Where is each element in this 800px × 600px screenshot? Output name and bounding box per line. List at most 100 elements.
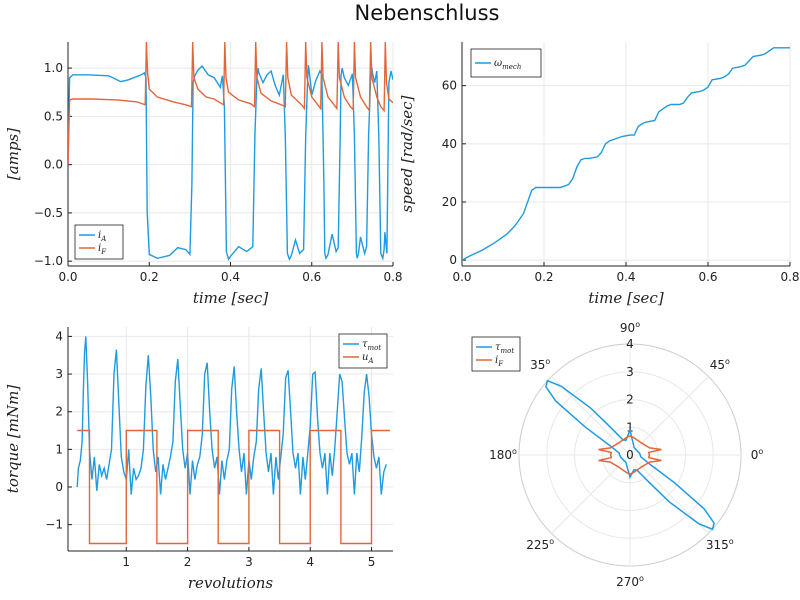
angle-label: 315o (706, 537, 734, 552)
angle-label-degree: o (729, 537, 734, 546)
angle-label-degree: o (758, 447, 763, 456)
y-tick-label: 0 (449, 253, 457, 267)
legend-label-sub: A (100, 235, 106, 243)
radial-tick-label: 2 (626, 393, 634, 407)
angle-label-value: 45 (710, 358, 725, 372)
legend-label-sub: F (497, 360, 504, 368)
x-tick-label: 0.8 (780, 270, 799, 284)
x-axis-label: time [sec] (588, 289, 664, 307)
panel-2: 0.0 0.2 0.4 0.6 0.8 0 20 40 60 time [sec] speed [r… (398, 42, 800, 307)
series-line-if (68, 41, 393, 165)
legend-label-sub: mot (368, 344, 382, 352)
panel-1: 0.0 0.2 0.4 0.6 0.8 −1.0 −0.5 0.0 0.5 1.0 time [se… (4, 41, 403, 307)
legend-label-main: i (98, 243, 101, 254)
y-tick-label: 3 (55, 367, 63, 381)
angle-label-degree: o (639, 574, 644, 583)
y-tick-label: −0.5 (34, 206, 63, 220)
y-tick-label: 20 (442, 195, 457, 209)
radial-tick-label: 4 (626, 337, 634, 351)
angle-label: 45o (710, 357, 730, 372)
y-tick-label: 0.5 (44, 109, 63, 123)
angle-label: 180o (489, 447, 517, 462)
legend-label-main: i (98, 230, 101, 241)
x-axis-label: time [sec] (193, 289, 269, 307)
angle-label-degree: o (635, 320, 640, 329)
series-line-ua (77, 429, 390, 545)
legend-label-sub: F (100, 248, 107, 256)
radial-tick-label: 3 (626, 365, 634, 379)
legend-label-main: i (495, 355, 498, 366)
polar-spoke (551, 454, 631, 534)
x-tick-label: 0.0 (58, 270, 77, 284)
angle-label-value: 35 (530, 358, 545, 372)
figure-title: Nebenschluss (354, 1, 499, 25)
y-tick-label: 2 (55, 405, 63, 419)
angle-label: 270o (616, 574, 644, 589)
y-tick-label: −1.0 (34, 254, 63, 268)
angle-label-value: 0 (751, 448, 759, 462)
legend-label-main: ω (494, 58, 502, 69)
legend-label: uA (362, 352, 374, 365)
series-line-ia (68, 65, 393, 261)
angle-label-value: 270 (616, 575, 639, 589)
x-tick-label: 3 (245, 555, 253, 569)
y-tick-label: 0 (55, 480, 63, 494)
x-tick-label: 0.0 (452, 270, 471, 284)
angle-label-value: 180 (489, 448, 512, 462)
angle-label: 35o (530, 357, 550, 372)
y-tick-label: 1.0 (44, 61, 63, 75)
x-tick-label: 0.4 (616, 270, 635, 284)
angle-label-degree: o (549, 537, 554, 546)
legend-label: τmot (362, 339, 381, 352)
series-line-mech (462, 47, 790, 261)
angle-label-degree: o (512, 447, 517, 456)
angle-label: 90o (620, 320, 640, 335)
legend-box (338, 333, 388, 369)
y-tick-label: 1 (55, 442, 63, 456)
panel-3: 1 2 3 4 5 −1 0 1 2 3 4 revolutions torque [mNm] τmotu… (4, 327, 393, 592)
legend: ωmech (470, 48, 542, 78)
y-tick-label: 60 (442, 79, 457, 93)
legend-label-sub: mech (502, 63, 521, 71)
angle-label: 0o (751, 447, 764, 462)
x-tick-label: 0.6 (302, 270, 321, 284)
angle-label-value: 90 (620, 321, 635, 335)
x-tick-label: 4 (306, 555, 314, 569)
angle-label-degree: o (545, 357, 550, 366)
polar-spoke (629, 376, 709, 456)
legend-label: iF (495, 355, 504, 368)
legend-label: ωmech (494, 58, 521, 71)
x-tick-label: 2 (184, 555, 192, 569)
legend-label: τmot (495, 342, 514, 355)
y-tick-label: 0.0 (44, 158, 63, 172)
x-tick-label: 0.2 (534, 270, 553, 284)
radial-tick-label: 0 (626, 448, 634, 462)
polar-series-mot (545, 379, 715, 531)
y-axis-label: torque [mNm] (4, 385, 22, 494)
angle-label-value: 315 (706, 538, 729, 552)
legend-box (74, 224, 124, 260)
angle-label-value: 225 (526, 538, 549, 552)
x-tick-label: 0.8 (383, 270, 402, 284)
legend-label-main: τ (362, 339, 368, 350)
x-tick-label: 5 (368, 555, 376, 569)
legend-label-main: τ (495, 342, 501, 353)
legend-label: iF (98, 243, 107, 256)
legend-label-main: u (362, 352, 368, 363)
x-tick-label: 0.4 (221, 270, 240, 284)
angle-label: 225o (526, 537, 554, 552)
angle-label-degree: o (725, 357, 730, 366)
y-tick-label: 40 (442, 137, 457, 151)
legend-box (471, 336, 521, 372)
x-tick-label: 0.6 (698, 270, 717, 284)
x-tick-label: 0.2 (140, 270, 159, 284)
y-tick-label: −1 (45, 518, 63, 532)
y-axis-label: speed [rad/sec] (398, 95, 416, 212)
legend-label: iA (98, 230, 106, 243)
y-axis-label: [amps] (4, 128, 22, 180)
legend-label-sub: mot (501, 347, 515, 355)
radial-tick-label: 1 (626, 420, 634, 434)
